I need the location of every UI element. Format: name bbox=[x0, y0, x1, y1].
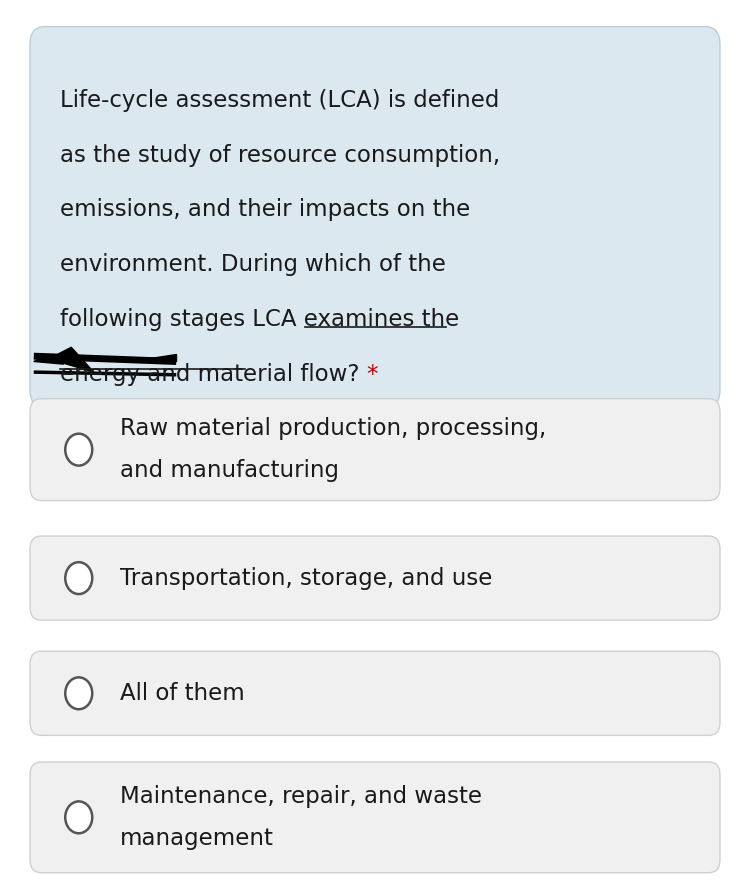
Circle shape bbox=[65, 563, 92, 595]
Polygon shape bbox=[34, 354, 64, 364]
FancyBboxPatch shape bbox=[30, 536, 720, 620]
Polygon shape bbox=[49, 347, 94, 372]
Text: Raw material production, processing,: Raw material production, processing, bbox=[120, 417, 546, 439]
Text: *: * bbox=[367, 363, 378, 386]
Text: environment. During: environment. During bbox=[60, 253, 305, 276]
Text: All of them: All of them bbox=[120, 682, 244, 704]
Text: and manufacturing: and manufacturing bbox=[120, 460, 339, 482]
Text: Life-cycle assessment (LCA) is defined: Life-cycle assessment (LCA) is defined bbox=[60, 89, 500, 112]
FancyBboxPatch shape bbox=[30, 399, 720, 501]
FancyBboxPatch shape bbox=[30, 651, 720, 735]
Text: as the study of resource consumption,: as the study of resource consumption, bbox=[60, 144, 500, 167]
FancyBboxPatch shape bbox=[30, 762, 720, 873]
FancyBboxPatch shape bbox=[30, 27, 720, 408]
Text: which of the: which of the bbox=[305, 253, 446, 276]
Polygon shape bbox=[131, 354, 176, 361]
Text: Transportation, storage, and use: Transportation, storage, and use bbox=[120, 567, 492, 589]
Text: LCA examines the: LCA examines the bbox=[245, 308, 459, 331]
Circle shape bbox=[65, 677, 92, 709]
Text: emissions, and their impacts on the: emissions, and their impacts on the bbox=[60, 198, 470, 222]
Text: following stages: following stages bbox=[60, 308, 245, 331]
Circle shape bbox=[65, 801, 92, 833]
Circle shape bbox=[65, 434, 92, 466]
Text: energy and material flow?: energy and material flow? bbox=[60, 363, 367, 386]
Text: management: management bbox=[120, 828, 274, 850]
Text: Maintenance, repair, and waste: Maintenance, repair, and waste bbox=[120, 785, 482, 807]
